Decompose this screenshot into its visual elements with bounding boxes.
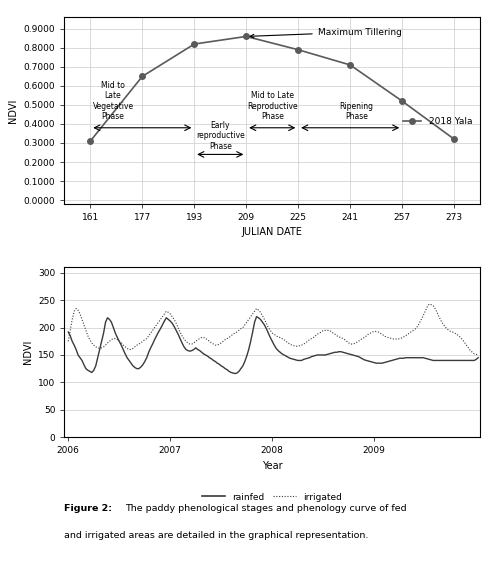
- rainfed: [412, 354, 418, 361]
- Text: Maximum Tillering: Maximum Tillering: [250, 27, 401, 38]
- 2018 Yala: [451, 136, 457, 143]
- Legend: 2018 Yala: 2018 Yala: [399, 114, 476, 130]
- X-axis label: JULIAN DATE: JULIAN DATE: [242, 227, 302, 237]
- rainfed: [232, 370, 238, 377]
- Line: irrigated: irrigated: [68, 304, 478, 355]
- Legend: rainfed, irrigated: rainfed, irrigated: [199, 489, 346, 505]
- rainfed: [475, 354, 481, 361]
- rainfed: [65, 328, 71, 335]
- Y-axis label: NDVI: NDVI: [22, 340, 33, 364]
- Text: Mid to
Late
Vegetative
Phase: Mid to Late Vegetative Phase: [93, 81, 134, 121]
- irrigated: [269, 329, 275, 336]
- 2018 Yala: [347, 61, 353, 68]
- irrigated: [426, 300, 432, 307]
- irrigated: [65, 338, 71, 345]
- 2018 Yala: [87, 137, 93, 144]
- rainfed: [69, 338, 75, 345]
- irrigated: [434, 309, 440, 316]
- X-axis label: Year: Year: [262, 461, 283, 470]
- irrigated: [475, 351, 481, 358]
- Text: Ripening
Phase: Ripening Phase: [340, 102, 374, 121]
- Text: The paddy phenological stages and phenology curve of fed: The paddy phenological stages and phenol…: [125, 504, 406, 513]
- rainfed: [436, 357, 442, 364]
- irrigated: [69, 316, 75, 323]
- 2018 Yala: [399, 97, 405, 104]
- Text: Figure 2:: Figure 2:: [64, 504, 116, 513]
- rainfed: [273, 345, 279, 352]
- rainfed: [263, 325, 269, 332]
- 2018 Yala: [244, 33, 249, 40]
- Line: rainfed: rainfed: [68, 317, 478, 374]
- rainfed: [151, 336, 157, 343]
- Text: Mid to Late
Reproductive
Phase: Mid to Late Reproductive Phase: [247, 91, 297, 121]
- Text: Early
reproductive
Phase: Early reproductive Phase: [196, 121, 245, 151]
- Y-axis label: NDVI: NDVI: [8, 99, 18, 123]
- 2018 Yala: [140, 73, 146, 80]
- 2018 Yala: [192, 41, 198, 48]
- irrigated: [151, 324, 157, 331]
- irrigated: [259, 312, 265, 319]
- 2018 Yala: [295, 46, 301, 53]
- Text: and irrigated areas are detailed in the graphical representation.: and irrigated areas are detailed in the …: [64, 531, 369, 540]
- Line: 2018 Yala: 2018 Yala: [88, 34, 457, 144]
- irrigated: [408, 328, 414, 335]
- rainfed: [253, 313, 259, 320]
